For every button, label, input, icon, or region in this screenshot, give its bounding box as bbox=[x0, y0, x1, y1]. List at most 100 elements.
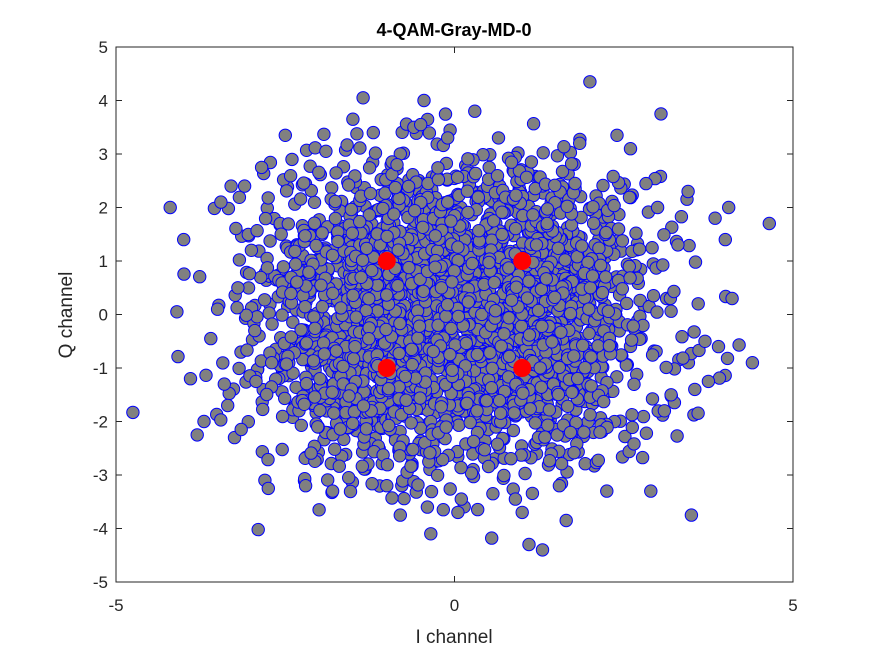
received-symbol bbox=[682, 238, 696, 253]
received-symbol bbox=[594, 258, 608, 272]
received-symbol bbox=[708, 211, 722, 225]
received-symbol bbox=[411, 331, 425, 345]
received-symbol bbox=[534, 380, 548, 394]
received-symbol bbox=[343, 484, 358, 499]
received-symbol bbox=[297, 397, 311, 411]
received-symbol bbox=[380, 288, 394, 302]
received-symbol bbox=[563, 425, 578, 440]
received-symbol bbox=[431, 318, 445, 332]
received-symbol bbox=[606, 169, 620, 184]
received-symbol bbox=[565, 385, 579, 399]
received-symbol bbox=[698, 334, 712, 348]
received-symbol bbox=[404, 416, 418, 430]
received-symbol bbox=[346, 288, 360, 302]
received-symbol bbox=[431, 161, 445, 175]
received-symbol bbox=[428, 260, 442, 274]
received-symbol bbox=[745, 356, 760, 370]
received-symbol bbox=[591, 453, 605, 467]
received-symbol bbox=[260, 261, 275, 275]
received-symbol bbox=[563, 306, 578, 321]
received-symbol bbox=[450, 170, 465, 185]
received-symbol bbox=[326, 286, 340, 300]
received-symbol bbox=[354, 270, 368, 284]
received-symbol bbox=[506, 423, 521, 438]
received-symbol bbox=[294, 418, 308, 432]
received-symbol bbox=[316, 336, 331, 350]
received-symbol bbox=[487, 214, 501, 228]
received-symbol bbox=[518, 466, 532, 481]
received-symbol bbox=[204, 331, 218, 346]
received-symbol bbox=[542, 454, 557, 468]
received-symbol bbox=[520, 291, 535, 305]
received-symbol bbox=[535, 319, 549, 333]
y-tick-label: -2 bbox=[93, 413, 108, 432]
received-symbol bbox=[232, 361, 246, 376]
received-symbol bbox=[531, 303, 546, 318]
received-symbol bbox=[434, 281, 449, 295]
received-symbol bbox=[356, 399, 371, 413]
received-symbol bbox=[319, 144, 333, 159]
received-symbol bbox=[691, 406, 705, 420]
received-symbol bbox=[257, 293, 272, 307]
received-symbol bbox=[522, 328, 537, 342]
received-symbol bbox=[443, 482, 457, 496]
received-symbol bbox=[654, 107, 668, 121]
received-symbol bbox=[732, 338, 746, 352]
received-symbol bbox=[445, 275, 459, 289]
received-symbol bbox=[346, 112, 360, 126]
received-symbol bbox=[725, 291, 739, 306]
received-symbol bbox=[519, 170, 534, 185]
received-symbol bbox=[538, 430, 552, 444]
received-symbol bbox=[559, 513, 573, 528]
received-symbol bbox=[350, 127, 364, 141]
received-symbol bbox=[197, 414, 211, 429]
received-symbol bbox=[286, 366, 300, 380]
received-symbol bbox=[659, 360, 673, 375]
received-symbol bbox=[504, 293, 519, 307]
received-symbol bbox=[585, 269, 600, 283]
received-symbol bbox=[265, 317, 279, 331]
received-symbol bbox=[650, 200, 665, 215]
received-symbol bbox=[502, 261, 516, 275]
received-symbol bbox=[229, 221, 243, 236]
received-symbol bbox=[722, 200, 736, 215]
received-symbol bbox=[639, 176, 653, 191]
received-symbol bbox=[312, 165, 326, 180]
received-symbol bbox=[541, 418, 555, 432]
received-symbol bbox=[583, 75, 597, 89]
received-symbol bbox=[687, 325, 701, 339]
received-symbol bbox=[242, 267, 257, 281]
received-symbol bbox=[504, 155, 519, 169]
received-symbol bbox=[577, 425, 591, 439]
received-symbol bbox=[193, 270, 207, 284]
y-tick-label: -4 bbox=[93, 520, 108, 539]
received-symbol bbox=[452, 418, 466, 432]
received-symbol bbox=[451, 240, 465, 254]
received-symbol bbox=[417, 93, 431, 108]
received-symbol bbox=[618, 429, 632, 444]
received-symbol bbox=[346, 416, 360, 430]
received-symbol bbox=[548, 290, 562, 304]
received-symbol bbox=[551, 387, 566, 402]
received-symbol bbox=[576, 338, 590, 352]
received-symbol bbox=[308, 321, 322, 335]
received-symbol bbox=[420, 500, 435, 514]
received-symbol bbox=[601, 304, 615, 318]
received-symbol bbox=[493, 406, 508, 420]
received-symbol bbox=[262, 306, 276, 320]
received-symbol bbox=[254, 270, 268, 285]
received-symbol bbox=[529, 238, 544, 252]
received-symbol bbox=[250, 224, 264, 238]
received-symbol bbox=[615, 282, 629, 296]
reference-point bbox=[513, 252, 532, 270]
received-symbol bbox=[657, 228, 671, 242]
received-symbol bbox=[353, 214, 367, 229]
received-symbol bbox=[550, 149, 565, 163]
received-symbol bbox=[477, 443, 492, 457]
received-symbol bbox=[348, 340, 362, 354]
received-symbol bbox=[439, 420, 453, 434]
received-symbol bbox=[276, 260, 291, 274]
received-symbol bbox=[356, 91, 370, 105]
received-symbol bbox=[470, 347, 484, 362]
received-symbol bbox=[578, 457, 592, 471]
